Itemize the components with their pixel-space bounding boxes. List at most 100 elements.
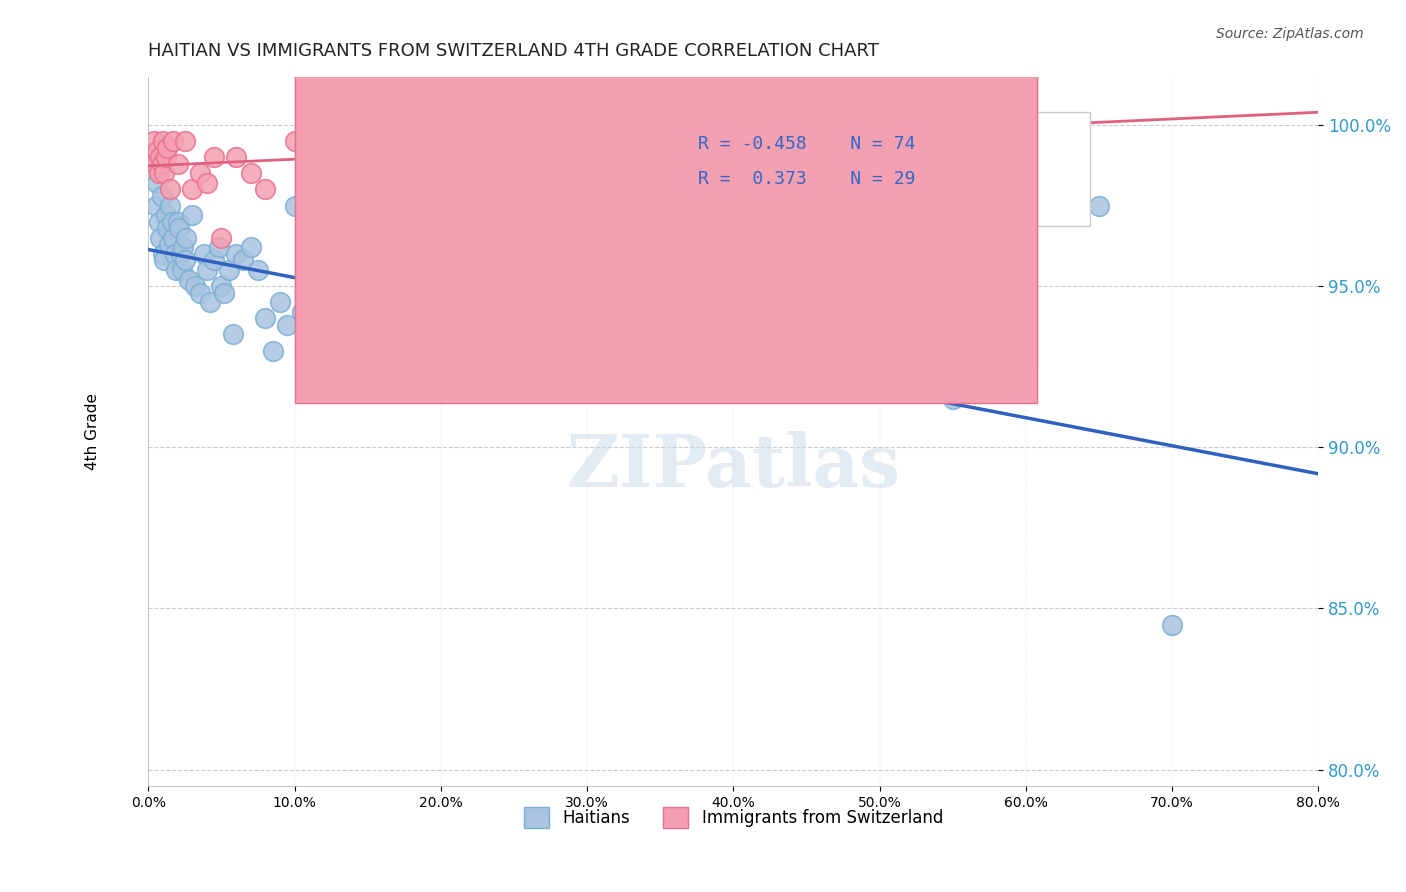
Point xyxy=(202,150,225,164)
Point xyxy=(942,392,965,406)
Point xyxy=(211,279,233,293)
Point xyxy=(157,237,180,252)
Point xyxy=(207,240,229,254)
Point xyxy=(152,247,174,261)
Text: Source: ZipAtlas.com: Source: ZipAtlas.com xyxy=(1216,27,1364,41)
Point xyxy=(218,263,240,277)
Point xyxy=(547,382,569,396)
Point xyxy=(517,318,540,332)
Legend: Haitians, Immigrants from Switzerland: Haitians, Immigrants from Switzerland xyxy=(517,800,949,834)
Point xyxy=(148,214,170,228)
Point xyxy=(195,176,218,190)
Point xyxy=(153,253,176,268)
Point xyxy=(149,150,172,164)
Text: ZIPatlas: ZIPatlas xyxy=(567,431,900,502)
Point xyxy=(170,263,193,277)
Point xyxy=(650,134,672,148)
Point xyxy=(488,295,510,310)
Point xyxy=(415,343,437,358)
Point xyxy=(193,247,215,261)
Point xyxy=(202,253,225,268)
Point xyxy=(291,305,314,319)
Point xyxy=(342,311,364,326)
Point xyxy=(430,144,453,158)
Point xyxy=(155,150,177,164)
Point xyxy=(188,166,211,180)
FancyBboxPatch shape xyxy=(623,112,1090,226)
Point xyxy=(531,327,554,342)
Point xyxy=(156,221,179,235)
Point xyxy=(159,198,181,212)
Point xyxy=(150,189,173,203)
Point xyxy=(211,231,233,245)
Point xyxy=(156,140,179,154)
Point xyxy=(357,295,380,310)
Point xyxy=(181,208,204,222)
Point xyxy=(166,156,188,170)
Point xyxy=(284,198,307,212)
Point xyxy=(1161,617,1184,632)
Point xyxy=(149,231,172,245)
Point xyxy=(254,311,277,326)
FancyBboxPatch shape xyxy=(295,0,1038,403)
Point xyxy=(312,150,335,164)
Point xyxy=(385,285,408,300)
Point xyxy=(1088,198,1111,212)
Point xyxy=(176,231,198,245)
Point xyxy=(357,134,380,148)
Point xyxy=(262,343,284,358)
Point xyxy=(174,134,197,148)
Point xyxy=(155,208,177,222)
Point xyxy=(401,327,423,342)
Point xyxy=(181,182,204,196)
Point xyxy=(162,134,184,148)
Point xyxy=(152,134,174,148)
Point xyxy=(166,214,188,228)
Point xyxy=(239,166,262,180)
Point xyxy=(458,318,481,332)
Point xyxy=(146,176,169,190)
Point xyxy=(371,279,394,293)
Point xyxy=(184,279,207,293)
Point xyxy=(723,327,745,342)
Point xyxy=(145,156,167,170)
Point xyxy=(163,247,186,261)
Point xyxy=(766,343,789,358)
Point xyxy=(328,343,350,358)
Point xyxy=(276,318,298,332)
Point xyxy=(869,376,891,390)
Point xyxy=(160,214,183,228)
Point xyxy=(150,156,173,170)
Point xyxy=(198,295,221,310)
Point xyxy=(195,263,218,277)
Point xyxy=(145,198,167,212)
Point xyxy=(146,144,169,158)
Point xyxy=(247,263,270,277)
Point xyxy=(897,359,920,374)
Point xyxy=(179,273,201,287)
Point xyxy=(141,150,163,164)
FancyBboxPatch shape xyxy=(295,0,1038,368)
Point xyxy=(159,182,181,196)
Point xyxy=(148,166,170,180)
Point xyxy=(153,166,176,180)
Text: R =  0.373    N = 29: R = 0.373 N = 29 xyxy=(699,170,915,188)
Point xyxy=(225,247,247,261)
Point xyxy=(169,247,191,261)
Point xyxy=(232,253,254,268)
Point xyxy=(503,337,526,351)
Point xyxy=(605,359,627,374)
Point xyxy=(269,295,291,310)
Point xyxy=(430,337,453,351)
Point xyxy=(222,327,245,342)
Point xyxy=(839,350,862,364)
Point xyxy=(312,263,335,277)
Point xyxy=(143,134,166,148)
Point xyxy=(503,134,526,148)
Point xyxy=(225,150,247,164)
Text: HAITIAN VS IMMIGRANTS FROM SWITZERLAND 4TH GRADE CORRELATION CHART: HAITIAN VS IMMIGRANTS FROM SWITZERLAND 4… xyxy=(149,42,879,60)
Y-axis label: 4th Grade: 4th Grade xyxy=(86,392,100,470)
Point xyxy=(650,343,672,358)
Point xyxy=(162,231,184,245)
Point xyxy=(239,240,262,254)
